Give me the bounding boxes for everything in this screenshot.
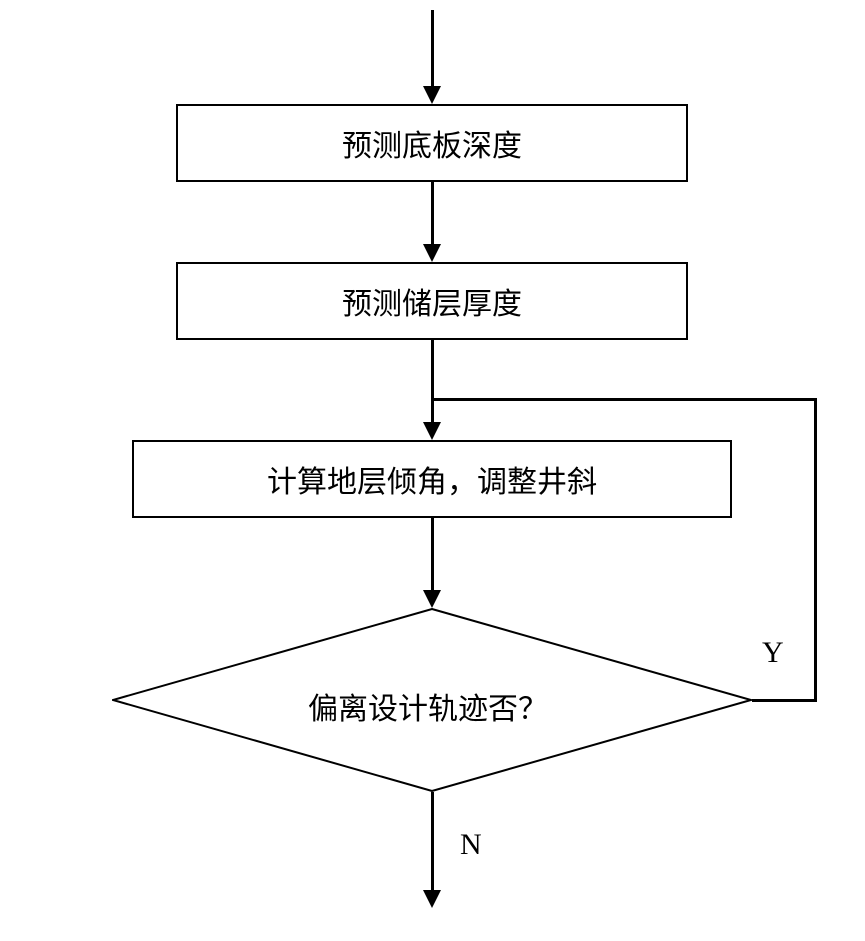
label-y: Y (762, 636, 784, 670)
decision-deviation: 偏离设计轨迹否？ (112, 608, 752, 792)
arrowhead-decision-exit (423, 890, 441, 908)
edge-decision-exit (431, 792, 434, 892)
edge-box2-box3 (431, 340, 434, 424)
decision-label: 偏离设计轨迹否？ (308, 684, 548, 728)
process-calc-dip-adjust-inclination: 计算地层倾角，调整井斜 (132, 440, 732, 518)
process-label: 计算地层倾角，调整井斜 (267, 457, 597, 501)
process-label: 预测底板深度 (342, 121, 522, 165)
process-label: 预测储层厚度 (342, 279, 522, 323)
arrowhead-box1-box2 (423, 244, 441, 262)
flowchart-container: 预测底板深度 预测储层厚度 计算地层倾角，调整井斜 偏离设计轨迹否？ N Y (0, 0, 865, 941)
edge-box1-box2 (431, 182, 434, 246)
edge-feedback-h1 (752, 699, 817, 702)
process-predict-floor-depth: 预测底板深度 (176, 104, 688, 182)
edge-box3-decision (431, 518, 434, 592)
label-n: N (460, 828, 482, 862)
arrowhead-box3-decision (423, 590, 441, 608)
edge-feedback-v (814, 398, 817, 702)
process-predict-reservoir-thickness: 预测储层厚度 (176, 262, 688, 340)
edge-entry-box1 (431, 10, 434, 88)
arrowhead-box2-box3 (423, 422, 441, 440)
edge-feedback-h2 (433, 398, 817, 401)
arrowhead-entry-box1 (423, 86, 441, 104)
